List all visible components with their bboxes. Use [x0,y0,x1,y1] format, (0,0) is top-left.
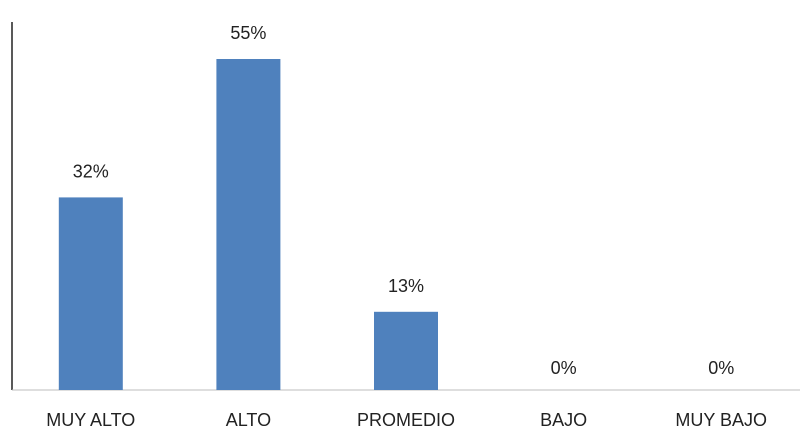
category-label-promedio: PROMEDIO [357,410,455,430]
data-labels-group: 32% 55% 13% 0% 0% [73,23,734,378]
category-label-bajo: BAJO [540,410,587,430]
category-label-muy-alto: MUY ALTO [46,410,135,430]
data-label-muy-bajo: 0% [708,358,734,378]
category-label-muy-bajo: MUY BAJO [675,410,767,430]
data-label-bajo: 0% [551,358,577,378]
data-label-muy-alto: 32% [73,161,109,181]
category-labels-group: MUY ALTO ALTO PROMEDIO BAJO MUY BAJO [46,410,767,430]
bar-promedio [374,311,438,390]
bars-group [58,59,438,390]
bar-muy-alto [58,197,123,390]
data-label-promedio: 13% [388,276,424,296]
bar-alto [216,59,281,390]
category-label-alto: ALTO [226,410,271,430]
data-label-alto: 55% [230,23,266,43]
